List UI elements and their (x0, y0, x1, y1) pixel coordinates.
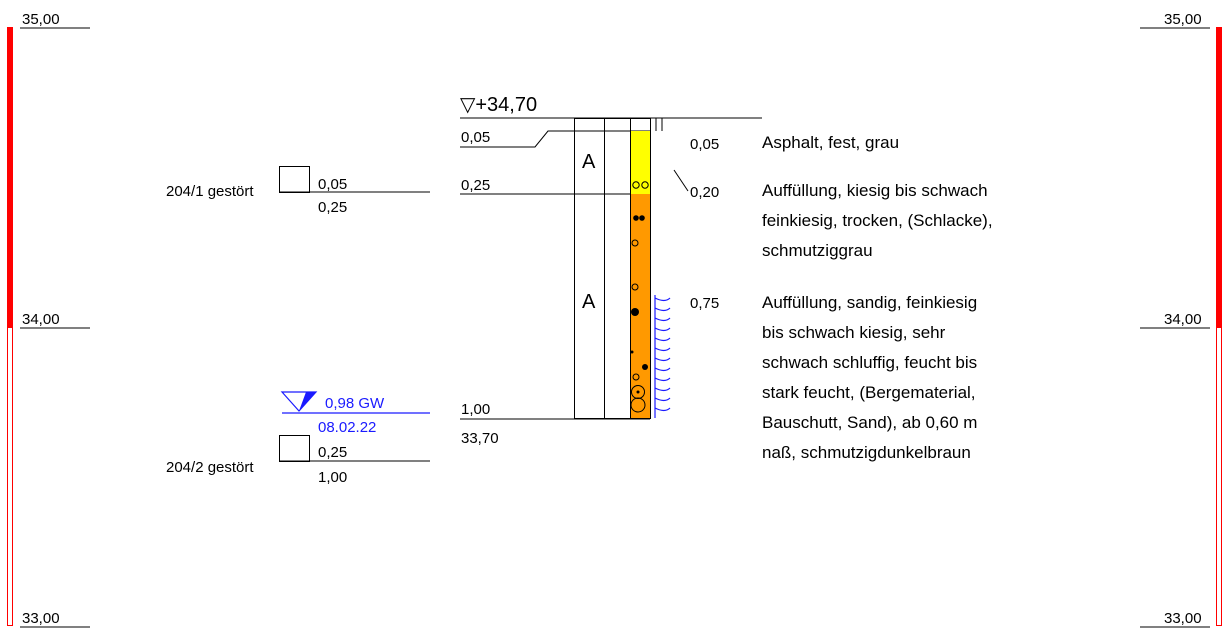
sample-1-name: 204/1 gestört (166, 183, 254, 200)
layer-3-line-4: stark feucht, (Bergematerial, (762, 383, 976, 402)
sample-2-top: 0,25 (318, 444, 347, 461)
layer-description-1: Asphalt, fest, grau (762, 128, 1092, 158)
layer-2-line-1: Auffüllung, kiesig bis schwach (762, 181, 988, 200)
depth-label-0-25: 0,25 (461, 177, 490, 194)
soil-column: A A (574, 118, 671, 419)
groundwater-depth: 0,98 GW (325, 395, 385, 412)
layer-2-line-3: schmutziggrau (762, 241, 873, 260)
layer-code-a-1: A (582, 151, 596, 173)
layer-2-line-2: feinkiesig, trocken, (Schlacke), (762, 211, 993, 230)
layer-3-line-2: bis schwach kiesig, sehr (762, 323, 946, 342)
sample-2-bottom: 1,00 (318, 469, 347, 486)
ground-level-label: ▽+34,70 (460, 94, 537, 116)
sample-204-2: 204/2 gestört 0,25 1,00 (166, 435, 430, 486)
gravel-symbols (630, 181, 649, 413)
layer-description-2: Auffüllung, kiesig bis schwach feinkiesi… (762, 176, 1092, 266)
layer-depth-labels: 0,05 0,20 0,75 (673, 136, 719, 312)
asphalt-layer-fill (631, 131, 650, 194)
ground-level-marker: ▽+34,70 (460, 94, 762, 131)
right-depth-scale: 35,00 34,00 33,00 (1140, 11, 1222, 628)
left-scale-empty-segment (7, 327, 13, 626)
sample-1-top: 0,05 (318, 176, 347, 193)
right-scale-label-bottom: 33,00 (1164, 610, 1202, 627)
layer-3-line-6: naß, schmutzigdunkelbraun (762, 443, 971, 462)
left-scale-label-bottom: 33,00 (22, 610, 60, 627)
layer-description-3: Auffüllung, sandig, feinkiesig bis schwa… (762, 288, 1092, 468)
layer-code-a-2: A (582, 291, 596, 313)
column-frame-b (604, 118, 631, 419)
sample-1-bottom: 0,25 (318, 199, 347, 216)
right-scale-filled-segment (1216, 27, 1222, 327)
sample-2-name: 204/2 gestört (166, 459, 254, 476)
layer-3-line-3: schwach schluffig, feucht bis (762, 353, 978, 372)
layer-depth-2: 0,20 (690, 184, 719, 201)
layer-3-line-5: Bauschutt, Sand), ab 0,60 m (762, 413, 978, 432)
layer-depth-3: 0,75 (690, 295, 719, 312)
left-scale-filled-segment (7, 27, 13, 327)
layer-1-line-1: Asphalt, fest, grau (762, 133, 900, 152)
depth-markers: 0,05 0,25 1,00 33,70 (460, 129, 650, 447)
right-scale-empty-segment (1216, 327, 1222, 626)
sample-204-1: 204/1 gestört 0,05 0,25 (166, 166, 430, 216)
right-scale-label-top: 35,00 (1164, 11, 1202, 28)
layer-3-line-1: Auffüllung, sandig, feinkiesig (762, 293, 978, 312)
groundwater-date: 08.02.22 (318, 419, 376, 436)
groundwater-marker: 0,98 GW 08.02.22 (280, 391, 430, 436)
left-scale-label-top: 35,00 (22, 11, 60, 28)
depth-label-1-00: 1,00 (461, 401, 490, 418)
right-scale-label-mid: 34,00 (1164, 311, 1202, 328)
depth-label-0-05: 0,05 (461, 129, 490, 146)
wet-zone-hatching (654, 295, 671, 418)
left-depth-scale: 35,00 34,00 33,00 (7, 11, 90, 628)
layer-depth-1: 0,05 (690, 136, 719, 153)
left-scale-label-mid: 34,00 (22, 311, 60, 328)
bottom-elevation-label: 33,70 (461, 430, 499, 447)
fill-layer-fill (631, 194, 650, 419)
